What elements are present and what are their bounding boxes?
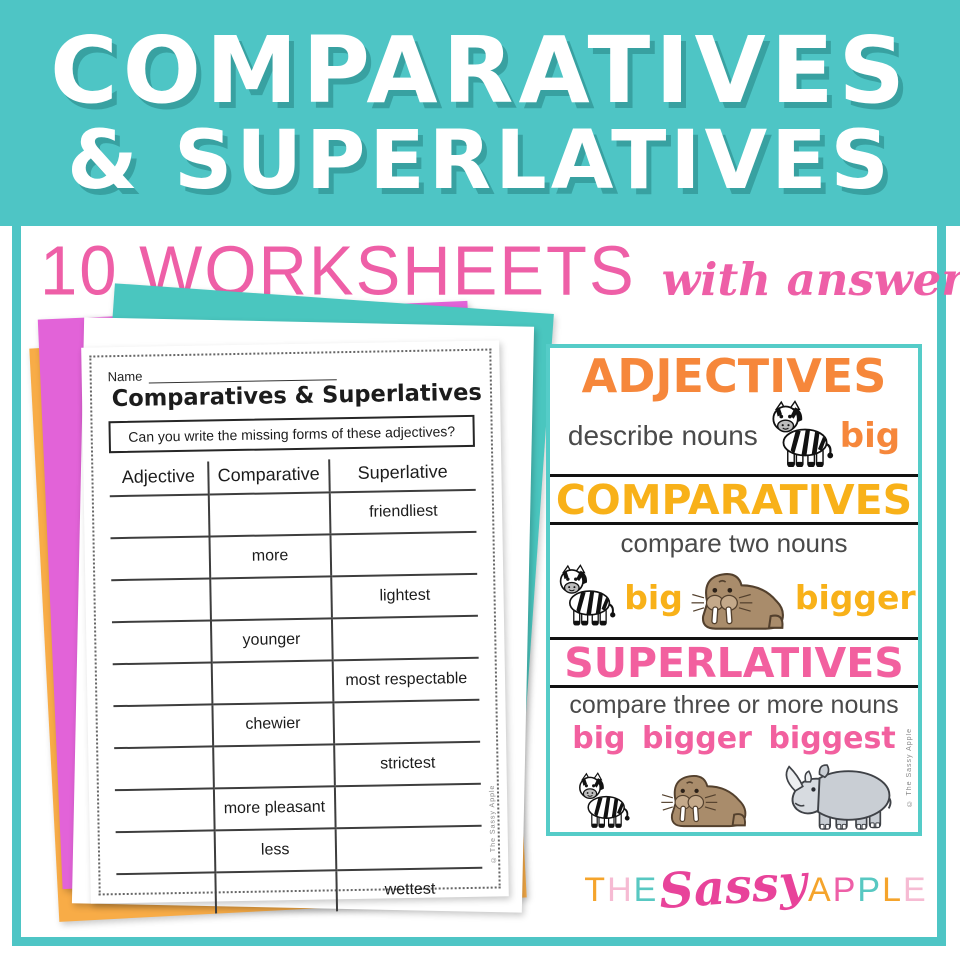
- cell-superlative: [331, 615, 479, 661]
- subtitle-tagline: with answer keys: [661, 253, 960, 306]
- brand-logo: T H E Sassy A P P L E: [584, 853, 925, 922]
- cell-superlative: [334, 783, 482, 829]
- logo-letter: P: [832, 871, 858, 909]
- banner-title-line2: & SUPERLATIVES: [67, 113, 893, 208]
- cell-superlative: lightest: [330, 573, 478, 619]
- logo-letter: E: [903, 871, 928, 909]
- cell-adjective: [110, 536, 211, 581]
- example-word-big: big: [624, 577, 683, 617]
- section-divider: [550, 685, 918, 689]
- example-word-big: big: [572, 721, 626, 757]
- cell-adjective: [115, 830, 216, 875]
- cell-comparative: [215, 870, 337, 914]
- cell-adjective: [114, 788, 215, 833]
- worksheet-copyright: © The Sassy Apple: [488, 784, 498, 863]
- worksheet-dotted-border: Name Comparatives & Superlatives Can you…: [89, 348, 501, 914]
- walrus-icon: [659, 762, 751, 832]
- cell-superlative: [335, 825, 483, 871]
- section-divider: [550, 637, 918, 641]
- banner-title-line1: COMPARATIVES: [50, 17, 910, 125]
- logo-script-word: Sassy: [657, 853, 809, 921]
- superlatives-description: compare three or more nouns: [569, 691, 899, 720]
- poster-section-title-superlatives: SUPERLATIVES: [564, 639, 904, 688]
- cell-comparative: [210, 576, 332, 621]
- worksheet-title: Comparatives & Superlatives: [111, 379, 483, 413]
- table-row: most respectable: [112, 657, 480, 707]
- zebra-icon: [552, 564, 618, 630]
- subtitle: 10 WORKSHEETS with answer keys: [40, 232, 960, 311]
- cell-superlative: friendliest: [329, 489, 477, 535]
- example-word-big: big: [839, 416, 901, 457]
- cell-comparative: more pleasant: [213, 786, 336, 831]
- cell-comparative: less: [214, 828, 336, 873]
- table-row: wettest: [116, 867, 484, 915]
- column-header-superlative: Superlative: [328, 456, 476, 493]
- cell-comparative: chewier: [212, 702, 334, 747]
- adjectives-description: describe nouns: [567, 420, 758, 452]
- table-row: lightest: [111, 573, 478, 623]
- comparatives-example-row: big bigger: [550, 559, 918, 635]
- poster-section-title-adjectives: ADJECTIVES: [581, 349, 887, 403]
- walrus-icon: [689, 559, 789, 635]
- name-label: Name: [107, 368, 143, 385]
- cell-comparative: [212, 744, 335, 789]
- worksheet-table: Adjective Comparative Superlative friend…: [109, 456, 484, 915]
- worksheet-prompt: Can you write the missing forms of these…: [108, 414, 475, 454]
- title-banner: COMPARATIVES & SUPERLATIVES: [0, 0, 960, 226]
- table-row: less: [115, 825, 483, 875]
- example-word-biggest: biggest: [768, 721, 896, 757]
- worksheet-preview: Name Comparatives & Superlatives Can you…: [81, 340, 509, 914]
- poster-copyright: © The Sassy Apple: [906, 727, 913, 806]
- rhino-icon: [778, 756, 896, 832]
- cell-superlative: [332, 699, 481, 745]
- table-row: younger: [111, 615, 479, 665]
- cell-superlative: most respectable: [332, 657, 480, 703]
- comparatives-description: compare two nouns: [620, 528, 848, 559]
- poster-section-title-comparatives: COMPARATIVES: [555, 476, 913, 525]
- cell-superlative: strictest: [333, 741, 481, 787]
- zebra-icon: [764, 400, 836, 472]
- cell-comparative: [208, 492, 331, 537]
- cell-superlative: [330, 531, 478, 577]
- cell-comparative: more: [209, 534, 331, 579]
- table-row: friendliest: [109, 489, 477, 539]
- cell-adjective: [111, 578, 211, 623]
- cell-adjective: [113, 704, 213, 749]
- cell-superlative: wettest: [335, 867, 484, 912]
- reference-poster: ADJECTIVES describe nouns big COMPARATIV…: [546, 344, 922, 836]
- table-row: more pleasant: [114, 783, 482, 833]
- name-blank-line: [148, 366, 337, 384]
- section-divider: [550, 474, 918, 478]
- cell-adjective: [109, 494, 210, 539]
- superlatives-words-row: big bigger biggest: [550, 721, 918, 756]
- logo-letter: T: [584, 871, 608, 909]
- cell-adjective: [116, 872, 216, 915]
- cell-comparative: [211, 660, 333, 705]
- superlatives-animals-row: [550, 756, 918, 836]
- zebra-icon: [572, 772, 632, 832]
- cell-adjective: [112, 662, 213, 707]
- column-header-adjective: Adjective: [109, 461, 209, 497]
- logo-letter: H: [607, 871, 634, 909]
- logo-letter: A: [808, 871, 833, 909]
- example-word-bigger: bigger: [794, 577, 916, 617]
- logo-letter: P: [857, 871, 883, 909]
- cell-comparative: younger: [210, 618, 333, 663]
- cell-adjective: [114, 746, 214, 791]
- cell-adjective: [111, 620, 212, 665]
- column-header-comparative: Comparative: [207, 459, 330, 495]
- example-word-bigger: bigger: [642, 721, 752, 757]
- logo-letter: E: [633, 871, 659, 909]
- table-row: chewier: [113, 699, 481, 749]
- table-row: more: [110, 531, 478, 581]
- logo-letter: L: [882, 871, 904, 909]
- table-row: strictest: [114, 741, 481, 791]
- section-divider: [550, 522, 918, 526]
- adjectives-example-row: describe nouns big: [554, 400, 914, 472]
